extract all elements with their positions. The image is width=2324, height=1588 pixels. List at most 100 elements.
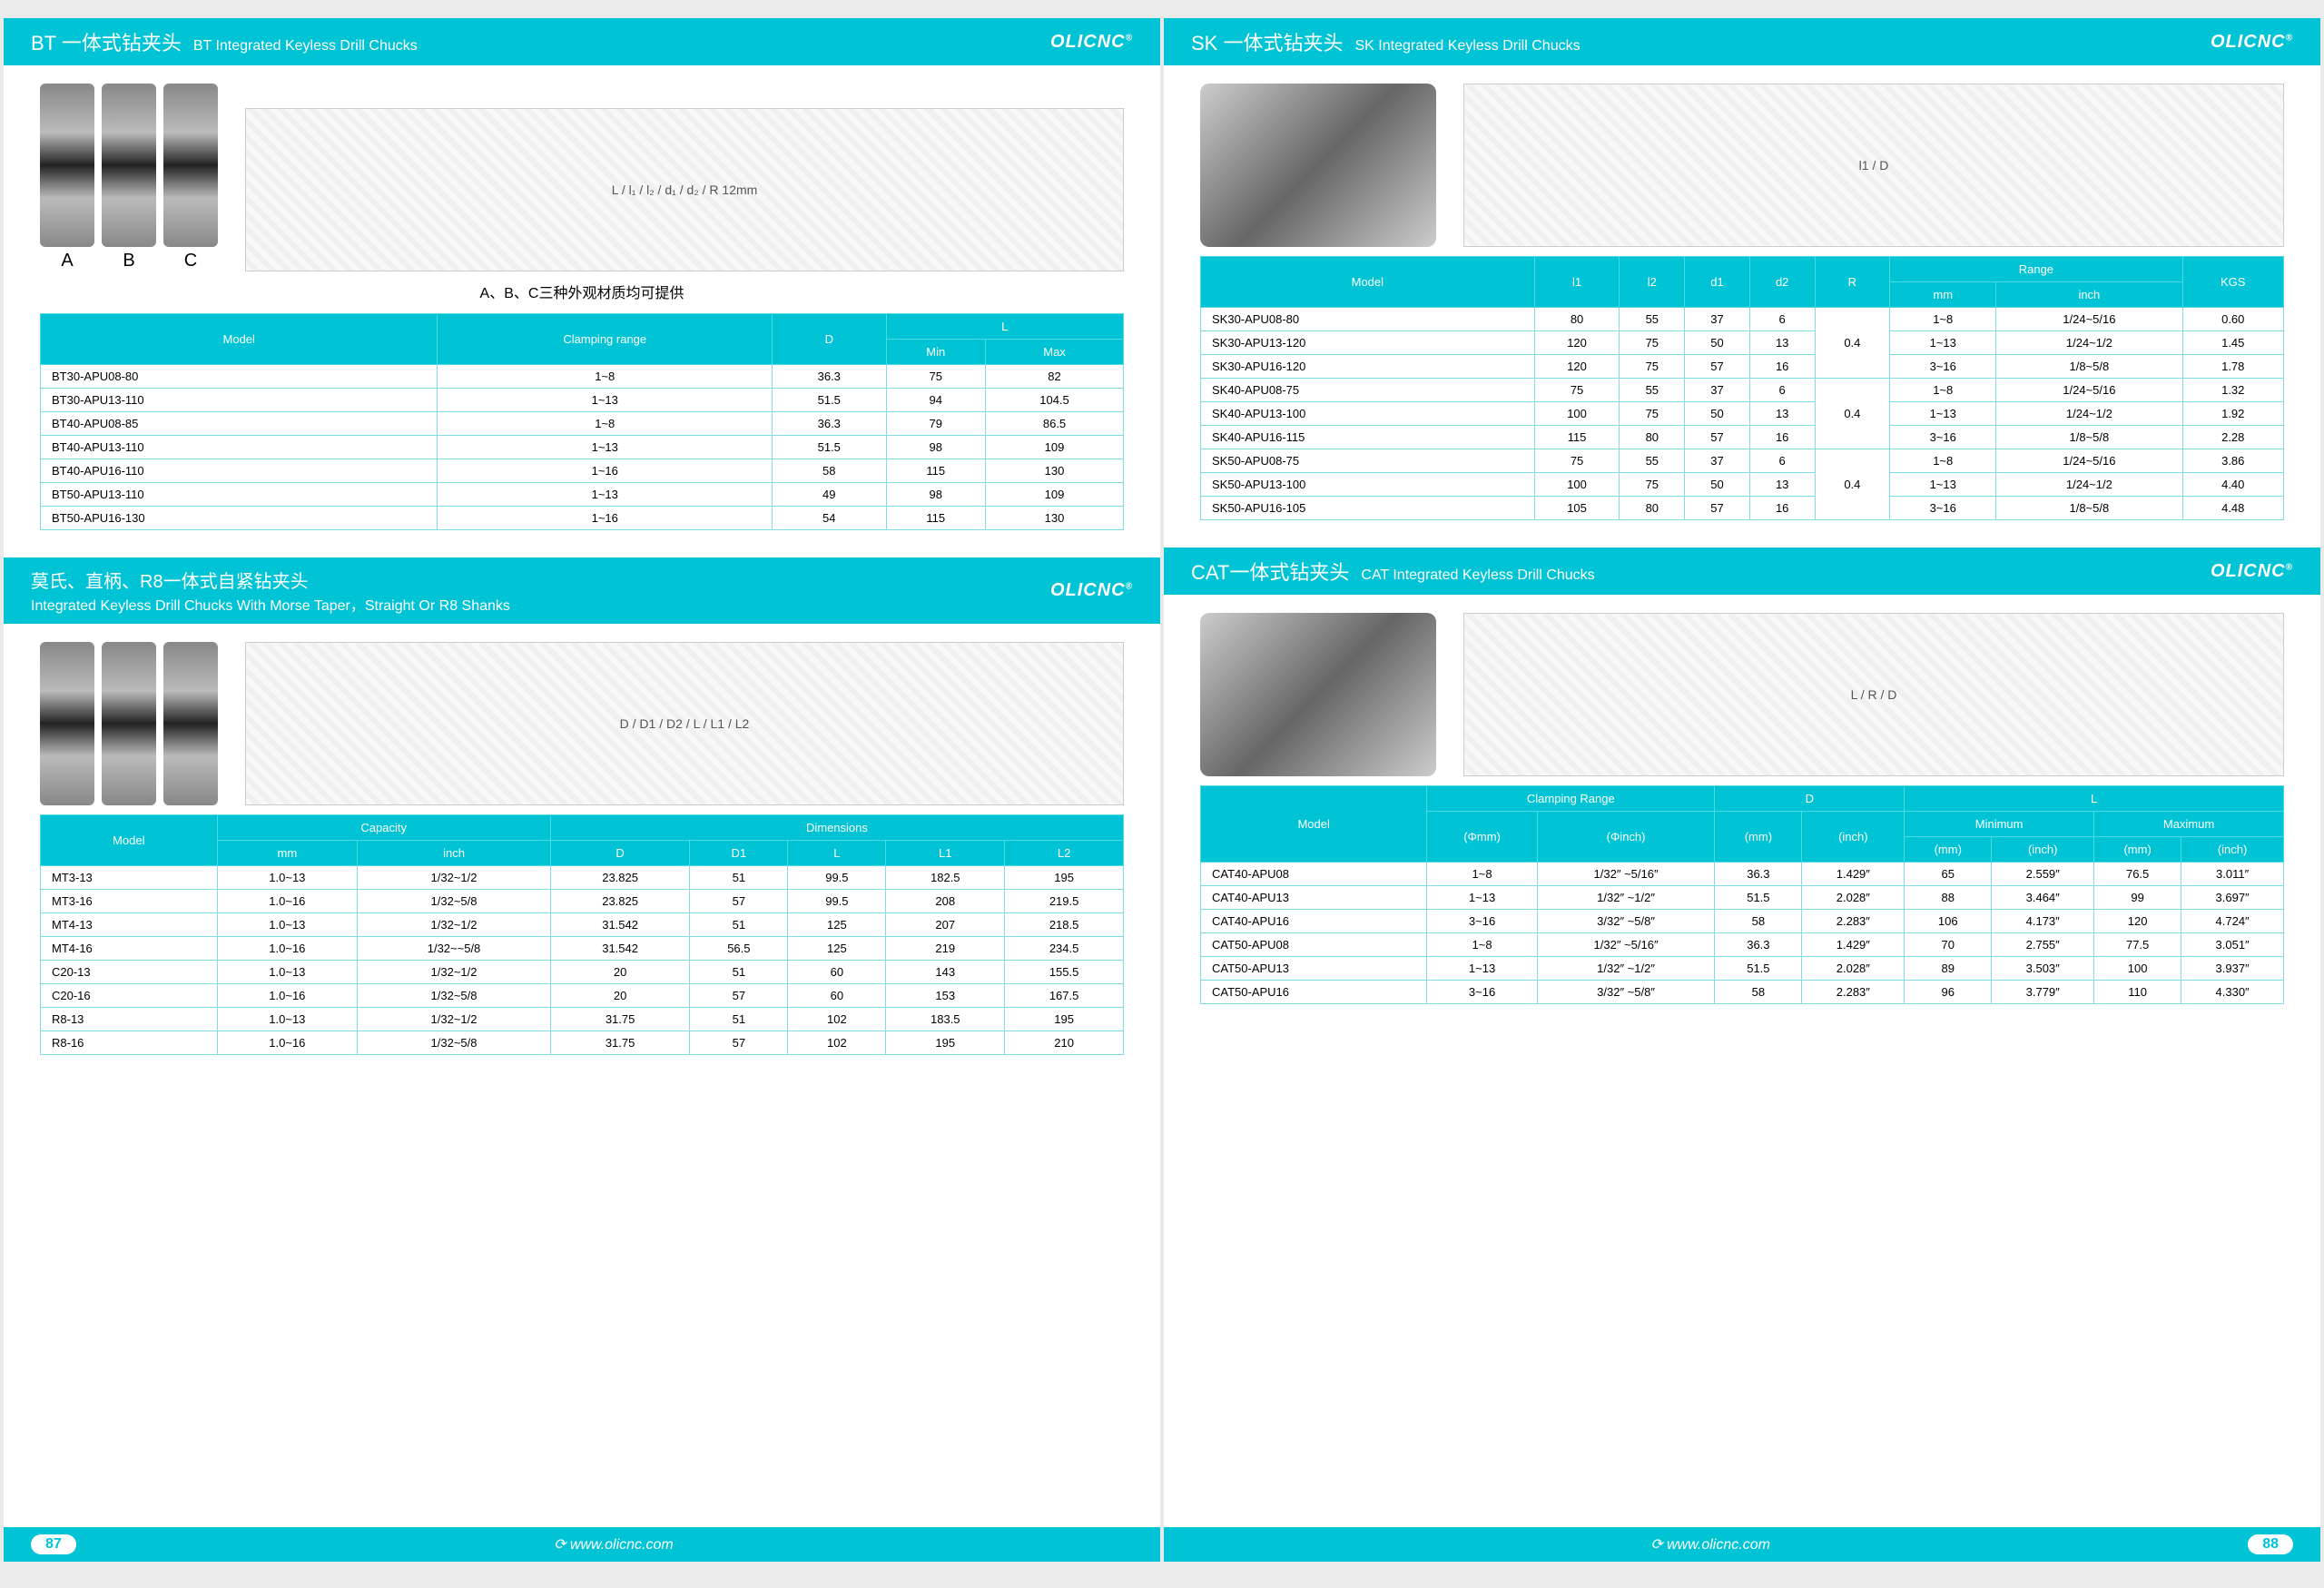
col-clamp: Clamping Range xyxy=(1427,786,1715,812)
table-row: BT30-APU08-801~836.37582 xyxy=(41,365,1124,389)
product-photo-a xyxy=(40,84,94,247)
col-mm: mm xyxy=(1890,282,1996,308)
col-r: R xyxy=(1815,257,1890,308)
sk-header: SK 一体式钻夹头 SK Integrated Keyless Drill Ch… xyxy=(1164,18,2320,65)
bt-note: A、B、C三种外观材质均可提供 xyxy=(40,281,1124,302)
bt-images: A B C L / l₁ / l₂ / d₁ / d₂ / R 12mm xyxy=(40,84,1124,271)
table-row: C20-131.0~131/32~1/2205160143155.5 xyxy=(41,961,1124,984)
col-lminmm: (mm) xyxy=(1905,837,1992,863)
morse-photo-3 xyxy=(163,642,218,805)
bt-table: Model Clamping range D L Min Max BT30-AP… xyxy=(40,313,1124,530)
sk-title-en: SK Integrated Keyless Drill Chucks xyxy=(1354,38,1580,54)
col-model: Model xyxy=(41,815,218,866)
col-dmm: (mm) xyxy=(1715,812,1802,863)
col-phiinch: (Φinch) xyxy=(1537,812,1715,863)
col-min: Min xyxy=(886,340,986,365)
col-model: Model xyxy=(41,314,438,365)
bt-title-cn: BT 一体式钻夹头 xyxy=(31,32,182,54)
label-a: A xyxy=(40,251,94,271)
bt-photos: A B C xyxy=(40,84,218,271)
col-inch: inch xyxy=(358,841,551,866)
col-l2: l2 xyxy=(1620,257,1685,308)
table-row: BT40-APU08-851~836.37986.5 xyxy=(41,412,1124,436)
label-b: B xyxy=(102,251,156,271)
table-row: MT4-161.0~161/32~~5/831.54256.5125219234… xyxy=(41,937,1124,961)
brand-logo: OLICNC® xyxy=(1050,580,1133,601)
table-row: SK50-APU16-1051058057163~161/8~5/84.48 xyxy=(1201,497,2284,520)
col-mm: mm xyxy=(217,841,358,866)
col-l1: L1 xyxy=(886,841,1005,866)
page-right: SK 一体式钻夹头 SK Integrated Keyless Drill Ch… xyxy=(1164,18,2320,1562)
morse-photo-2 xyxy=(102,642,156,805)
col-dims: Dimensions xyxy=(550,815,1123,841)
product-photo-b xyxy=(102,84,156,247)
col-d: D xyxy=(1715,786,1905,812)
table-row: SK50-APU13-1001007550131~131/24~1/24.40 xyxy=(1201,473,2284,497)
table-row: CAT40-APU081~81/32″ ~5/16″36.31.429″652.… xyxy=(1201,863,2284,886)
morse-table: Model Capacity Dimensions mm inch D D1 L… xyxy=(40,814,1124,1055)
col-dinch: (inch) xyxy=(1802,812,1905,863)
sk-title-cn: SK 一体式钻夹头 xyxy=(1191,32,1343,54)
sk-photo xyxy=(1200,84,1436,247)
cat-title-cn: CAT一体式钻夹头 xyxy=(1191,561,1349,584)
table-row: BT40-APU16-1101~1658115130 xyxy=(41,459,1124,483)
col-kgs: KGS xyxy=(2182,257,2283,308)
col-model: Model xyxy=(1201,257,1535,308)
table-row: R8-161.0~161/32~5/831.7557102195210 xyxy=(41,1031,1124,1055)
col-d2: d2 xyxy=(1749,257,1815,308)
cat-images: L / R / D xyxy=(1200,613,2284,776)
bt-body: A B C L / l₁ / l₂ / d₁ / d₂ / R 12mm A、B… xyxy=(4,65,1160,557)
table-row: SK30-APU08-8080553760.41~81/24~5/160.60 xyxy=(1201,308,2284,331)
col-cap: Capacity xyxy=(217,815,550,841)
sk-table: Model l1 l2 d1 d2 R Range KGS mm inch SK… xyxy=(1200,256,2284,520)
table-row: BT50-APU13-1101~134998109 xyxy=(41,483,1124,507)
brand-logo: OLICNC® xyxy=(2211,561,2293,582)
table-row: BT30-APU13-1101~1351.594104.5 xyxy=(41,389,1124,412)
table-row: MT3-161.0~161/32~5/823.8255799.5208219.5 xyxy=(41,890,1124,913)
col-range: Range xyxy=(1890,257,2182,282)
table-row: BT50-APU16-1301~1654115130 xyxy=(41,507,1124,530)
site-url: ⟳ www.olicnc.com xyxy=(94,1535,1133,1553)
table-row: BT40-APU13-1101~1351.598109 xyxy=(41,436,1124,459)
morse-drawing: D / D1 / D2 / L / L1 / L2 xyxy=(245,642,1124,805)
col-l: L xyxy=(788,841,886,866)
table-row: CAT50-APU131~131/32″ ~1/2″51.52.028″893.… xyxy=(1201,957,2284,981)
cat-title-en: CAT Integrated Keyless Drill Chucks xyxy=(1361,567,1594,583)
col-lminin: (inch) xyxy=(1992,837,2094,863)
col-l2: L2 xyxy=(1005,841,1124,866)
morse-photo-1 xyxy=(40,642,94,805)
footer-right: ⟳ www.olicnc.com 88 xyxy=(1164,1527,2320,1562)
col-l: L xyxy=(1905,786,2284,812)
table-row: SK40-APU16-1151158057163~161/8~5/82.28 xyxy=(1201,426,2284,449)
col-d1: D1 xyxy=(690,841,788,866)
col-l1: l1 xyxy=(1534,257,1620,308)
cat-table: Model Clamping Range D L (Φmm) (Φinch) (… xyxy=(1200,785,2284,1004)
col-max: Maximum xyxy=(2094,812,2284,837)
sk-images: l1 / D xyxy=(1200,84,2284,247)
table-row: CAT50-APU081~81/32″ ~5/16″36.31.429″702.… xyxy=(1201,933,2284,957)
site-url: ⟳ www.olicnc.com xyxy=(1191,1535,2230,1553)
product-photo-c xyxy=(163,84,218,247)
table-row: CAT40-APU163~163/32″ ~5/8″582.283″1064.1… xyxy=(1201,910,2284,933)
bt-header: BT 一体式钻夹头 BT Integrated Keyless Drill Ch… xyxy=(4,18,1160,65)
morse-body: D / D1 / D2 / L / L1 / L2 Model Capacity… xyxy=(4,624,1160,1082)
brand-logo: OLICNC® xyxy=(1050,32,1133,53)
table-row: SK40-APU13-1001007550131~131/24~1/21.92 xyxy=(1201,402,2284,426)
morse-title-cn: 莫氏、直柄、R8一体式自紧钻夹头 xyxy=(31,567,510,593)
table-row: SK50-APU08-7575553760.41~81/24~5/163.86 xyxy=(1201,449,2284,473)
morse-photos xyxy=(40,642,218,805)
cat-photo xyxy=(1200,613,1436,776)
page-number: 88 xyxy=(2248,1534,2293,1554)
table-row: CAT40-APU131~131/32″ ~1/2″51.52.028″883.… xyxy=(1201,886,2284,910)
col-max: Max xyxy=(986,340,1124,365)
table-row: C20-161.0~161/32~5/8205760153167.5 xyxy=(41,984,1124,1008)
table-row: R8-131.0~131/32~1/231.7551102183.5195 xyxy=(41,1008,1124,1031)
page-number: 87 xyxy=(31,1534,76,1554)
col-d: D xyxy=(773,314,886,365)
morse-title-en: Integrated Keyless Drill Chucks With Mor… xyxy=(31,593,510,615)
brand-logo: OLICNC® xyxy=(2211,32,2293,53)
footer-left: 87 ⟳ www.olicnc.com xyxy=(4,1527,1160,1562)
table-row: SK30-APU13-1201207550131~131/24~1/21.45 xyxy=(1201,331,2284,355)
label-c: C xyxy=(163,251,218,271)
table-row: MT4-131.0~131/32~1/231.54251125207218.5 xyxy=(41,913,1124,937)
